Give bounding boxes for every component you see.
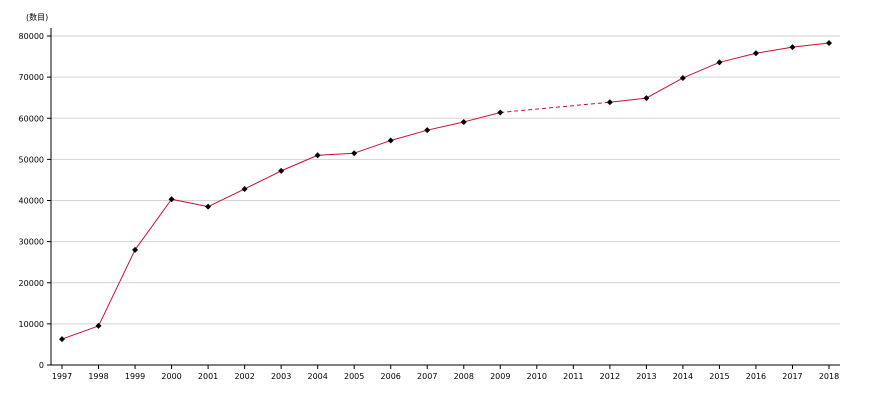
series-line-segment	[719, 52, 757, 63]
x-tick-label: 2004	[307, 372, 327, 381]
data-markers	[59, 39, 832, 343]
data-point-marker	[643, 95, 650, 102]
series-line-segment	[61, 325, 99, 340]
axes	[47, 28, 840, 369]
series-line-segment	[317, 152, 355, 156]
y-tick-label: 30000	[19, 238, 44, 247]
data-point-marker	[278, 167, 285, 174]
series-line-segment	[646, 77, 684, 99]
data-point-marker	[679, 74, 686, 81]
x-tick-label: 2000	[161, 372, 181, 381]
x-tick-label: 2003	[271, 372, 291, 381]
data-point-marker	[241, 185, 248, 192]
series-line-segment	[390, 129, 428, 141]
x-tick-label: 2013	[636, 372, 656, 381]
x-tick-label: 2009	[490, 372, 510, 381]
series-line-gap	[500, 101, 610, 113]
x-tick-labels: 1997 1998 1999 2000 2001 2002 2003 2004 2005 2006…	[52, 372, 839, 381]
data-point-marker	[606, 99, 613, 106]
y-tick-label: 60000	[19, 114, 44, 123]
y-unit-label: (数目)	[26, 12, 48, 22]
x-tick-label: 1999	[125, 372, 145, 381]
data-point-marker	[387, 137, 394, 144]
data-point-marker	[132, 246, 139, 253]
data-point-marker	[497, 109, 504, 116]
data-point-marker	[205, 203, 212, 210]
x-tick-label: 2017	[782, 372, 802, 381]
x-tick-label: 2016	[746, 372, 766, 381]
series-line-segment	[207, 188, 245, 208]
series-line-segment	[682, 61, 720, 79]
y-tick-labels: 0 10000 20000 30000 40000 50000 60000 70000 8000…	[19, 32, 44, 370]
x-tick-label: 2005	[344, 372, 364, 381]
data-point-marker	[95, 322, 102, 329]
data-point-marker	[826, 39, 832, 46]
y-tick-label: 50000	[19, 155, 44, 164]
x-tick-label: 2002	[234, 372, 254, 381]
gridlines	[51, 35, 840, 325]
x-tick-label: 2011	[563, 372, 583, 381]
series-line-segment	[98, 249, 136, 327]
data-point-marker	[789, 44, 796, 51]
series-line-segment	[171, 198, 209, 208]
series-line-segment	[134, 198, 172, 251]
x-tick-label: 2018	[819, 372, 839, 381]
x-tick-label: 2015	[709, 372, 729, 381]
series-line-segment	[354, 139, 391, 154]
y-tick-label: 70000	[19, 73, 44, 82]
series-line-segment	[792, 42, 830, 48]
x-tick-label: 1998	[88, 372, 108, 381]
series-line-segment	[280, 154, 318, 172]
data-point-marker	[716, 59, 723, 66]
series-line-segment	[463, 112, 501, 123]
data-point-marker	[314, 152, 321, 159]
x-tick-label: 2012	[600, 372, 620, 381]
data-point-marker	[460, 118, 467, 125]
series-line-segment	[755, 46, 793, 54]
series-line-segment	[244, 170, 282, 190]
x-tick-label: 1997	[52, 372, 72, 381]
y-tick-label: 0	[39, 361, 44, 370]
x-tick-label: 2010	[527, 372, 547, 381]
data-point-marker	[168, 196, 175, 203]
data-point-marker	[59, 336, 65, 343]
data-point-marker	[424, 127, 431, 134]
y-tick-label: 80000	[19, 32, 44, 41]
series-line-segment	[427, 121, 464, 131]
data-point-marker	[351, 150, 358, 157]
x-tick-label: 2014	[673, 372, 693, 381]
y-tick-label: 20000	[19, 279, 44, 288]
data-series	[61, 42, 830, 340]
x-tick-label: 2007	[417, 372, 437, 381]
x-tick-label: 2006	[381, 372, 401, 381]
series-line-segment	[609, 97, 647, 103]
y-tick-label: 10000	[19, 320, 44, 329]
data-point-marker	[752, 50, 759, 57]
x-tick-label: 2008	[454, 372, 474, 381]
x-tick-label: 2001	[198, 372, 218, 381]
y-tick-label: 40000	[19, 197, 44, 206]
